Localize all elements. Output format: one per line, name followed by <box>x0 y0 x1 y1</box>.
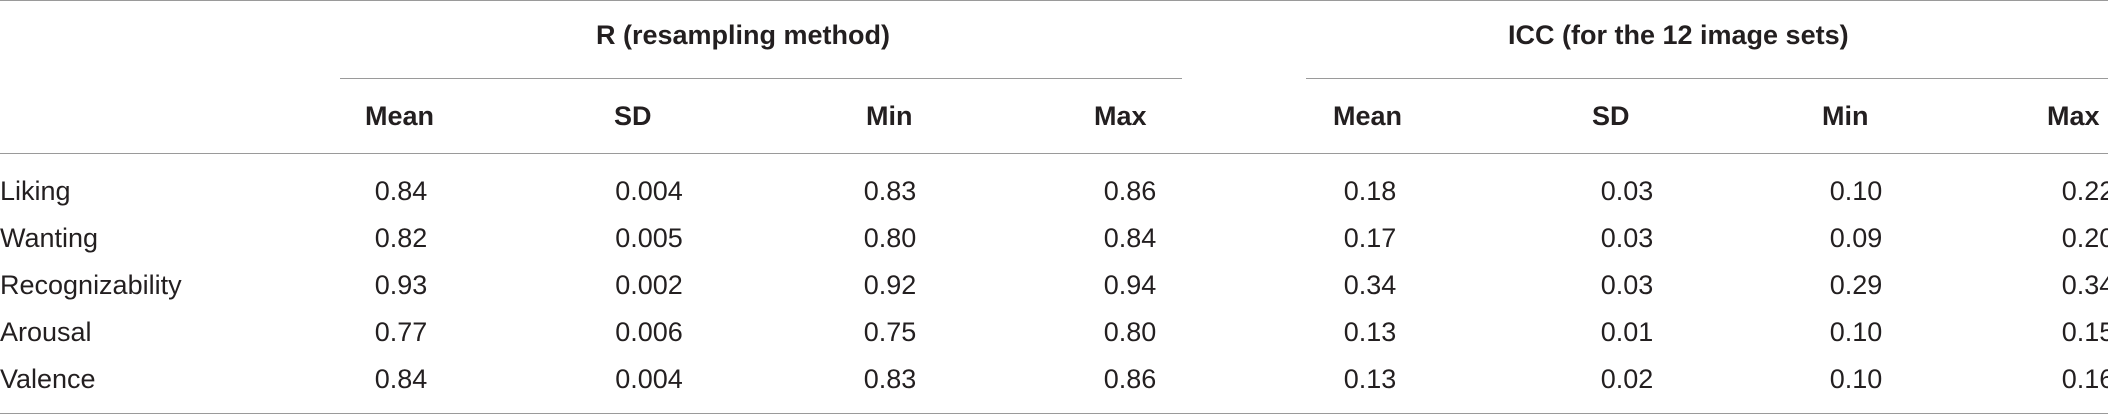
table-cell: 0.10 <box>1829 176 1883 206</box>
table-cell: 0.84 <box>374 176 428 206</box>
row-label: Liking <box>0 176 71 206</box>
group-header-r: R (resampling method) <box>596 20 891 50</box>
table-cell: 0.10 <box>1829 364 1883 394</box>
group-rule-icc <box>1306 78 2108 79</box>
table-top-rule <box>0 0 2108 1</box>
table-cell: 0.006 <box>615 317 683 347</box>
table-cell: 0.10 <box>1829 317 1883 347</box>
table-cell: 0.94 <box>1103 270 1157 300</box>
row-label: Arousal <box>0 317 92 347</box>
table-cell: 0.03 <box>1600 270 1654 300</box>
group-header-icc: ICC (for the 12 image sets) <box>1508 20 1849 50</box>
table-cell: 0.75 <box>863 317 917 347</box>
column-header-r-min: Min <box>866 101 913 131</box>
row-label: Wanting <box>0 223 99 253</box>
table-cell: 0.13 <box>1343 317 1397 347</box>
table-cell: 0.17 <box>1343 223 1397 253</box>
group-rule-r <box>340 78 1182 79</box>
column-header-icc-max: Max <box>2047 101 2100 131</box>
table-cell: 0.004 <box>615 176 683 206</box>
header-bottom-rule <box>0 153 2108 154</box>
table-cell: 0.84 <box>374 364 428 394</box>
table-cell: 0.83 <box>863 176 917 206</box>
table-cell: 0.80 <box>1103 317 1157 347</box>
table-cell: 0.92 <box>863 270 917 300</box>
table-cell: 0.01 <box>1600 317 1654 347</box>
column-header-r-sd: SD <box>614 101 652 131</box>
column-header-icc-mean: Mean <box>1333 101 1403 131</box>
table-cell: 0.03 <box>1600 223 1654 253</box>
table-cell: 0.002 <box>615 270 683 300</box>
table-cell: 0.09 <box>1829 223 1883 253</box>
table-cell: 0.93 <box>374 270 428 300</box>
table-cell: 0.15 <box>2061 317 2108 347</box>
row-label: Valence <box>0 364 96 394</box>
table-bottom-rule <box>0 413 2108 414</box>
table-cell: 0.86 <box>1103 364 1157 394</box>
table-cell: 0.02 <box>1600 364 1654 394</box>
table-cell: 0.34 <box>1343 270 1397 300</box>
table-cell: 0.82 <box>374 223 428 253</box>
table-cell: 0.80 <box>863 223 917 253</box>
column-header-r-mean: Mean <box>365 101 435 131</box>
table-cell: 0.83 <box>863 364 917 394</box>
table-cell: 0.77 <box>374 317 428 347</box>
column-header-r-max: Max <box>1094 101 1147 131</box>
row-label: Recognizability <box>0 270 182 300</box>
table-cell: 0.22 <box>2061 176 2108 206</box>
table-cell: 0.84 <box>1103 223 1157 253</box>
table-cell: 0.29 <box>1829 270 1883 300</box>
table-cell: 0.18 <box>1343 176 1397 206</box>
table-cell: 0.16 <box>2061 364 2108 394</box>
table-cell: 0.34 <box>2061 270 2108 300</box>
table-cell: 0.004 <box>615 364 683 394</box>
table-cell: 0.03 <box>1600 176 1654 206</box>
table-cell: 0.20 <box>2061 223 2108 253</box>
column-header-icc-sd: SD <box>1592 101 1630 131</box>
table-cell: 0.005 <box>615 223 683 253</box>
column-header-icc-min: Min <box>1822 101 1869 131</box>
table-cell: 0.86 <box>1103 176 1157 206</box>
table-cell: 0.13 <box>1343 364 1397 394</box>
